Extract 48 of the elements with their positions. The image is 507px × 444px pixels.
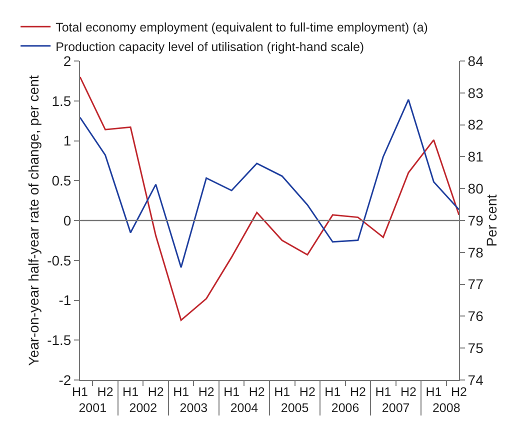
- y2-axis-title: Per cent: [484, 194, 500, 247]
- y-tick-label: -1.5: [47, 332, 72, 348]
- x-tick-label: H1: [224, 385, 240, 399]
- x-tick-label: H2: [198, 385, 214, 399]
- text: 2006: [331, 401, 360, 415]
- x-tick-label: H1: [324, 385, 341, 399]
- x-tick-label: H1: [173, 385, 190, 399]
- x-tick-label: H2: [400, 385, 417, 399]
- y-tick-label: -1: [58, 292, 72, 308]
- x-tick-label: H2: [97, 385, 114, 399]
- legend-label: Total economy employment (equivalent to full-time employment) (a): [56, 20, 428, 34]
- y2-tick-label: 83: [468, 84, 484, 101]
- y2-tick-label: 81: [468, 148, 484, 165]
- text: 2007: [382, 401, 410, 415]
- legend-label: Production capacity level of utilisation (right-hand scale): [56, 40, 364, 54]
- x-tick-label: H1: [375, 385, 392, 399]
- x-tick-label: H1: [122, 385, 139, 399]
- x-tick-label: H2: [248, 385, 265, 399]
- x-tick-label: H2: [148, 385, 164, 399]
- y2-tick-label: 82: [468, 116, 484, 133]
- y2-tick-label: 79: [468, 212, 484, 228]
- text: 2002: [129, 401, 158, 415]
- x-tick-label: H2: [350, 385, 366, 399]
- y2-tick-label: 78: [468, 244, 484, 260]
- y2-tick-label: 77: [468, 276, 484, 292]
- y-tick-label: 1.5: [52, 92, 72, 109]
- y2-tick-label: 84: [468, 52, 484, 69]
- y-tick-label: -0.5: [47, 252, 72, 268]
- text: 2003: [180, 401, 208, 415]
- text: 2005: [280, 401, 309, 415]
- y2-tick-label: 76: [468, 308, 484, 324]
- y-tick-label: -2: [58, 372, 72, 388]
- x-tick-label: H1: [72, 385, 88, 399]
- y2-tick-label: 74: [468, 372, 484, 388]
- text: 2008: [432, 401, 460, 415]
- y-tick-label: 0: [63, 212, 72, 228]
- y-tick-label: 1: [63, 132, 72, 149]
- x-tick-label: H1: [426, 385, 442, 399]
- y2-tick-label: 80: [468, 180, 484, 196]
- y2-tick-label: 75: [468, 340, 484, 356]
- x-tick-label: H2: [451, 385, 468, 399]
- y-axis-title: Year-on-year half-year rate of change, per cent: [26, 75, 42, 366]
- x-tick-label: H1: [274, 385, 290, 399]
- text: 2004: [230, 401, 258, 415]
- x-tick-label: H2: [299, 385, 316, 399]
- text: 2001: [78, 401, 107, 415]
- y-tick-label: 0.5: [52, 172, 72, 189]
- y-tick-label: 2: [63, 52, 72, 69]
